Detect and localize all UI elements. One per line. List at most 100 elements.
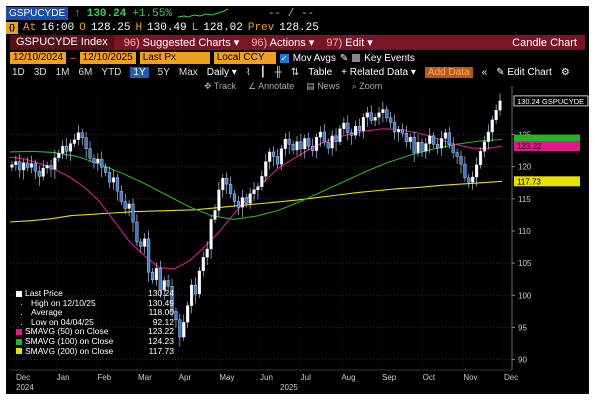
key-events-label[interactable]: Key Events <box>364 52 415 64</box>
key-events-checkbox[interactable] <box>352 54 361 62</box>
menu-label: Actions ▾ <box>269 37 315 49</box>
legend-key: · High on 12/10/25 <box>16 298 120 310</box>
period-1m[interactable]: 1M <box>55 67 70 78</box>
currency-select[interactable]: Local CCY <box>213 52 276 64</box>
menu-actions[interactable]: 96) Actions ▾ <box>251 36 314 49</box>
candle <box>283 138 287 149</box>
legend-key: · Average <box>16 308 120 319</box>
x-tick-label: Jul <box>301 373 311 382</box>
candle <box>354 126 358 136</box>
candle <box>264 161 268 177</box>
candle <box>45 165 49 169</box>
add-data-button[interactable]: Add Data <box>424 67 473 78</box>
annotate-tool[interactable]: ∠ Annotate <box>248 81 295 91</box>
candle <box>459 156 463 165</box>
start-date-field[interactable]: 12/10/2024 <box>10 52 67 64</box>
candle <box>119 190 123 202</box>
ticker-label[interactable]: GSPUCYDE <box>6 7 69 20</box>
period-max[interactable]: Max <box>178 67 198 78</box>
security-title[interactable]: GSPUCYDE Index <box>10 35 114 50</box>
legend-row: · High on 12/10/25 130.49 <box>16 298 174 310</box>
candle <box>127 203 131 209</box>
field-select[interactable]: Last Px <box>139 52 210 64</box>
candle <box>217 189 221 211</box>
candle <box>213 210 217 220</box>
last-price: 130.24 <box>86 7 127 20</box>
candle <box>404 133 408 142</box>
candle <box>154 268 158 281</box>
related-data-button[interactable]: + Related Data ▾ <box>341 67 416 78</box>
candle <box>475 164 479 178</box>
price-chart[interactable]: 9095100105110115120125Dec2024JanFebMarAp… <box>6 6 589 394</box>
period-ytd[interactable]: YTD <box>101 67 122 78</box>
candle <box>104 167 108 173</box>
candle <box>143 238 147 247</box>
period-3d[interactable]: 3D <box>33 67 47 78</box>
candle <box>342 122 346 129</box>
candle <box>197 270 201 295</box>
candle <box>57 153 61 158</box>
menu-number: 96) <box>251 37 268 49</box>
end-date-field[interactable]: 12/10/2025 <box>79 52 136 64</box>
low-label: L <box>191 21 199 34</box>
candle <box>299 141 303 149</box>
candle <box>33 163 37 172</box>
candle <box>455 152 459 157</box>
quote-time: 16:00 <box>41 21 75 34</box>
compare-icon[interactable]: ⇅ <box>290 67 300 78</box>
candle <box>494 109 498 120</box>
legend-swatch: · <box>20 299 23 310</box>
candle <box>158 268 162 291</box>
candle <box>357 126 362 131</box>
candle <box>314 136 319 151</box>
change-percent: +1.55% <box>132 7 172 20</box>
y-tick-label: 115 <box>518 195 531 204</box>
candle <box>307 138 311 147</box>
news-tool[interactable]: ▤ News <box>306 81 340 91</box>
high-value: 130.49 <box>147 21 187 34</box>
up-arrow-icon: ↑ <box>74 7 81 20</box>
candle <box>436 144 440 149</box>
menu-suggested-charts[interactable]: 96) Suggested Charts ▾ <box>124 36 240 49</box>
x-tick-label: Oct <box>423 373 436 382</box>
x-tick-label: Nov <box>463 373 477 382</box>
x-tick-label: Dec <box>16 373 30 382</box>
mov-avgs-checkbox[interactable]: ✓ <box>279 53 289 63</box>
candle <box>334 135 338 142</box>
track-tool[interactable]: ✥ Track <box>204 81 237 91</box>
candle <box>182 322 186 338</box>
candle <box>10 164 14 168</box>
pencil-icon[interactable]: ✎ <box>339 52 349 64</box>
zoom-tool[interactable]: ⌕ Zoom <box>351 81 383 91</box>
collapse-icon[interactable]: « <box>481 67 488 78</box>
gear-icon[interactable]: ⚙ <box>560 67 570 78</box>
edit-chart-button[interactable]: ✎ Edit Chart <box>496 67 552 78</box>
bar-chart-icon[interactable]: ╫ <box>274 67 282 78</box>
candle <box>482 141 486 152</box>
period-1y[interactable]: 1Y <box>130 67 149 78</box>
period-6m[interactable]: 6M <box>78 67 93 78</box>
candle <box>225 178 229 185</box>
legend-value: 118.00 <box>148 307 174 318</box>
line-chart-icon[interactable]: ⌇ <box>245 67 251 78</box>
mov-avgs-label[interactable]: Mov Avgs <box>292 52 336 64</box>
table-button[interactable]: Table <box>308 67 333 78</box>
candle <box>428 135 432 144</box>
candle <box>350 132 354 136</box>
candle <box>201 257 205 272</box>
candle <box>326 142 330 149</box>
candle <box>389 117 393 123</box>
legend-swatch <box>16 338 22 345</box>
low-value: 128.02 <box>203 21 243 34</box>
ma50-tag-bg <box>514 141 580 152</box>
candle-icon[interactable]: ┃ <box>259 67 266 78</box>
candle <box>373 117 377 121</box>
menu-edit[interactable]: 97) Edit ▾ <box>326 36 373 49</box>
period-1d[interactable]: 1D <box>12 67 25 78</box>
period-5y[interactable]: 5Y <box>157 67 170 78</box>
interval-select[interactable]: Daily ▾ <box>206 67 237 78</box>
controls-bar: 12/10/2024 – 12/10/2025 Last Px Local CC… <box>10 52 585 64</box>
lock-icon[interactable]: {} <box>6 21 18 34</box>
candle <box>229 183 233 194</box>
x-tick-label: Feb <box>97 373 111 382</box>
